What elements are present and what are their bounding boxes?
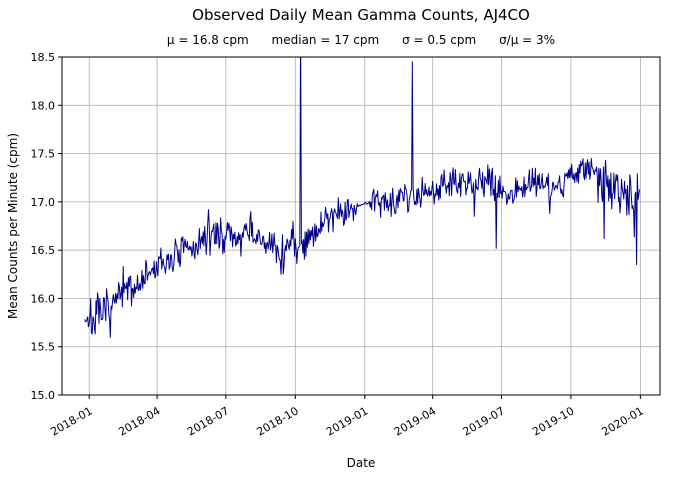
x-tick-label: 2018-04 [116,404,162,438]
y-tick-label: 17.5 [31,148,56,161]
x-tick-label: 2019-01 [324,404,370,438]
y-tick-label: 16.5 [31,244,56,257]
x-tick-label: 2019-07 [461,404,507,438]
y-tick-label: 15.0 [31,389,56,402]
x-tick-label: 2020-01 [600,404,646,438]
y-tick-label: 17.0 [31,196,56,209]
x-tick-label: 2019-10 [530,404,576,438]
x-tick-label: 2019-04 [392,404,438,438]
y-tick-label: 16.0 [31,292,56,305]
x-tick-label: 2018-10 [255,404,301,438]
x-axis-label: Date [346,456,376,470]
y-tick-label: 18.5 [31,51,56,64]
plot-border [61,56,661,396]
x-tick-label: 2018-07 [185,404,231,438]
y-tick-label: 15.5 [31,341,56,354]
y-tick-label: 18.0 [31,99,56,112]
x-tick-label: 2018-01 [48,404,94,438]
chart-subtitle: μ = 16.8 cpm median = 17 cpm σ = 0.5 cpm… [166,33,556,47]
data-line [84,57,641,338]
chart-title: Observed Daily Mean Gamma Counts, AJ4CO [192,6,530,24]
